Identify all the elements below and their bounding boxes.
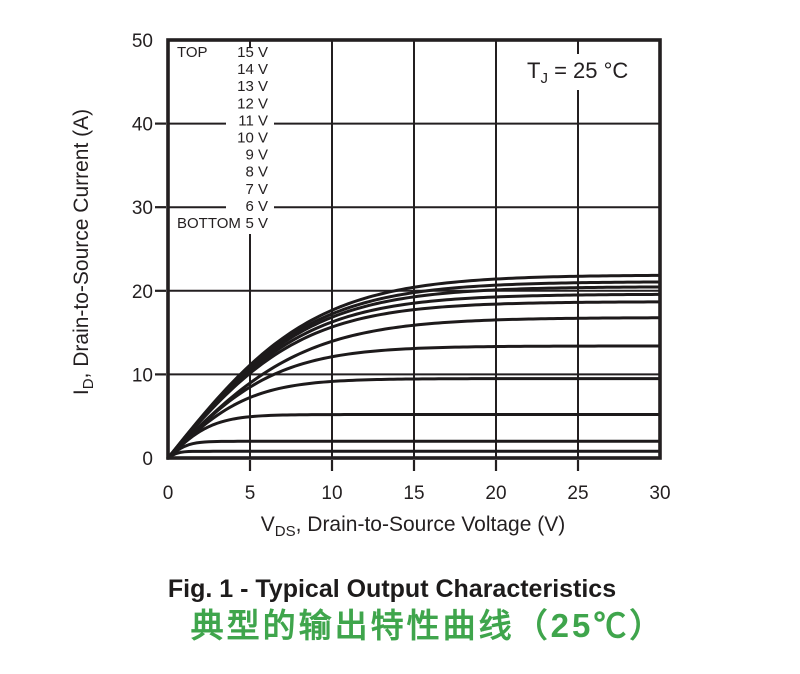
annotation-mask <box>518 54 654 90</box>
curve-vgs-9v <box>166 344 662 460</box>
x-tick-label-15: 15 <box>403 483 424 504</box>
x-tick-label-25: 25 <box>567 483 588 504</box>
figure-caption-en: Fig. 1 - Typical Output Characteristics <box>167 575 617 603</box>
y-axis-symbol: I <box>70 389 93 395</box>
plot-border <box>166 38 662 460</box>
legend-mask <box>226 47 274 234</box>
curve-vgs-5v <box>166 449 662 460</box>
legend-entry-12v: 12 V <box>237 95 268 112</box>
legend-entry-10v: 10 V <box>237 130 268 147</box>
curve-vgs-11v <box>166 300 662 460</box>
x-axis-symbol: V <box>261 513 275 536</box>
curve-vgs-8v <box>166 377 662 460</box>
y-tick-label-20: 20 <box>132 282 153 303</box>
tj-value: = 25 °C <box>548 58 628 83</box>
x-axis-subscript: DS <box>275 523 296 540</box>
y-tick-label-0: 0 <box>142 449 153 470</box>
y-tick-label-30: 30 <box>132 198 153 219</box>
curve-vgs-12v <box>166 292 662 460</box>
x-tick-label-5: 5 <box>245 483 256 504</box>
tj-symbol: T <box>527 58 540 83</box>
y-tick-label-40: 40 <box>132 115 153 136</box>
y-axis-subscript: D <box>80 378 97 389</box>
curve-vgs-10v <box>166 316 662 460</box>
x-tick-label-0: 0 <box>163 483 174 504</box>
legend-entry-14v: 14 V <box>237 61 268 78</box>
y-axis-label-text: , Drain-to-Source Current (A) <box>70 109 93 379</box>
legend-entry-13v: 13 V <box>237 78 268 95</box>
y-tick-label-50: 50 <box>132 31 153 52</box>
x-axis-label-text: , Drain-to-Source Voltage (V) <box>296 513 566 536</box>
tj-annotation: TJ = 25 °C <box>527 58 628 87</box>
curve-vgs-13v <box>166 285 662 460</box>
x-axis-title: VDS, Drain-to-Source Voltage (V) <box>261 513 565 540</box>
curve-vgs-6v <box>166 439 662 460</box>
y-tick-label-10: 10 <box>132 365 153 386</box>
curve-vgs-7v <box>166 413 662 460</box>
figure-caption-zh: 典型的输出特性曲线（25℃） <box>190 607 666 644</box>
legend-entry-5v: 5 V <box>245 215 268 232</box>
legend-entry-7v: 7 V <box>245 181 268 198</box>
tj-subscript: J <box>540 70 548 87</box>
legend-top-label: TOP <box>177 44 208 61</box>
legend-entry-8v: 8 V <box>245 164 268 181</box>
legend-entry-11v: 11 V <box>238 112 268 129</box>
x-tick-label-30: 30 <box>649 483 670 504</box>
legend-entry-15v: 15 V <box>237 44 268 61</box>
y-axis-title: ID, Drain-to-Source Current (A) <box>70 109 97 395</box>
legend-bottom-label: BOTTOM <box>177 215 241 232</box>
x-tick-label-10: 10 <box>321 483 342 504</box>
legend-entry-6v: 6 V <box>245 198 268 215</box>
x-tick-label-20: 20 <box>485 483 506 504</box>
legend-entry-9v: 9 V <box>245 147 268 164</box>
